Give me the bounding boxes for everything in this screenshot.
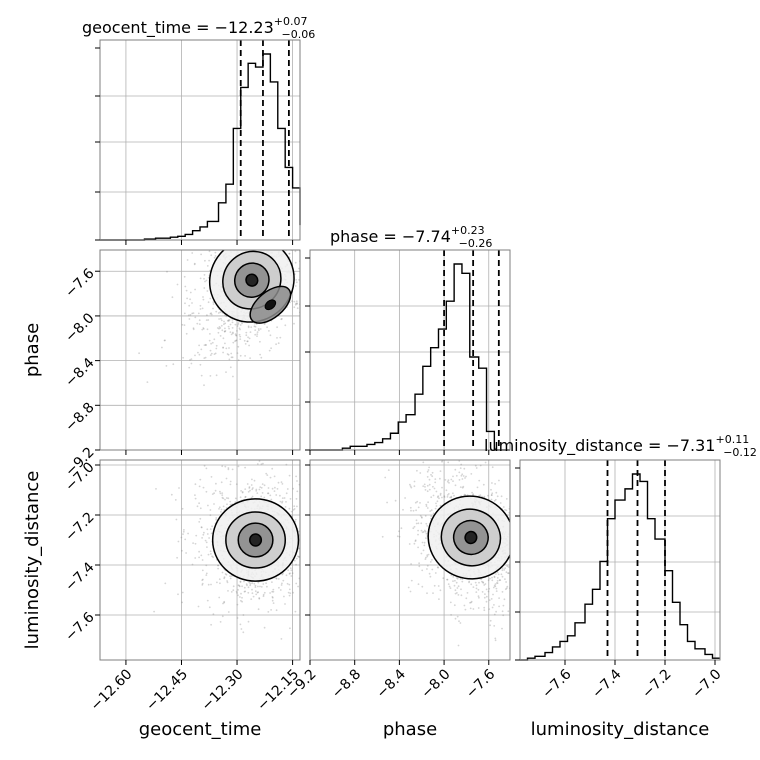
title-geocent-time-plus: +0.07 — [274, 15, 308, 28]
panel-geocent-time-luminosity-distance-frame — [99, 459, 301, 661]
x-tick-label-luminosity-distance-2: −7.2 — [639, 666, 674, 701]
y-tick-label-phase-3: −8.0 — [62, 310, 97, 345]
contour-geocent-time-luminosity-distance-3 — [249, 533, 263, 547]
panel-phase-phase-frame — [309, 249, 511, 451]
panel-geocent-time-geocent-time-frame — [99, 39, 301, 241]
histogram-geocent-time — [100, 53, 301, 241]
joint-panel-geocent-time-phase — [138, 250, 300, 401]
joint-panel-phase-luminosity-distance — [381, 460, 510, 647]
y-axis-label-phase: phase — [22, 323, 43, 377]
x-tick-label-geocent-time-1: −12.45 — [143, 666, 191, 714]
y-tick-label-luminosity-distance-1: −7.4 — [62, 559, 97, 594]
title-phase-value: phase = −7.74 — [330, 227, 451, 246]
x-tick-label-phase-3: −8.0 — [418, 666, 453, 701]
title-luminosity-distance: luminosity_distance = −7.31+0.11 −0.12 — [484, 433, 757, 459]
x-axis-label-geocent-time: geocent_time — [139, 719, 262, 740]
y-axis-label-luminosity-distance: luminosity_distance — [22, 471, 43, 650]
x-tick-label-luminosity-distance-0: −7.6 — [539, 666, 574, 701]
title-phase: phase = −7.74+0.23 −0.26 — [330, 224, 492, 250]
grid-layer — [100, 40, 720, 660]
x-tick-label-phase-1: −8.8 — [329, 666, 364, 701]
x-tick-label-geocent-time-2: −12.30 — [199, 666, 247, 714]
x-tick-label-phase-2: −8.4 — [374, 666, 409, 701]
axes-layer: −12.60 −12.45 −12.30 −12.15−9.2 −8.8 −8.4 −8.0… — [62, 39, 725, 714]
contour-geocent-time-phase-secondary-core — [264, 299, 277, 311]
x-tick-label-luminosity-distance-3: −7.0 — [689, 666, 724, 701]
title-geocent-time: geocent_time = −12.23+0.07 −0.06 — [82, 15, 315, 41]
x-tick-label-phase-4: −7.6 — [463, 666, 498, 701]
joint-panel-geocent-time-luminosity-distance — [153, 460, 300, 640]
title-luminosity-distance-minus: −0.12 — [723, 446, 757, 459]
y-tick-label-phase-2: −8.4 — [62, 355, 97, 390]
y-tick-label-phase-4: −7.6 — [62, 266, 97, 301]
title-luminosity-distance-plus: +0.11 — [715, 433, 749, 446]
x-tick-label-luminosity-distance-1: −7.4 — [589, 666, 624, 701]
title-phase-plus: +0.23 — [451, 224, 485, 237]
y-tick-label-luminosity-distance-0: −7.6 — [62, 609, 97, 644]
x-axis-label-phase: phase — [383, 719, 437, 740]
x-tick-label-geocent-time-0: −12.60 — [88, 666, 136, 714]
title-luminosity-distance-value: luminosity_distance = −7.31 — [484, 436, 715, 456]
title-phase-minus: −0.26 — [459, 237, 493, 250]
histogram-layer — [100, 40, 720, 661]
contour-phase-luminosity-distance-3 — [464, 530, 478, 545]
title-geocent-time-minus: −0.06 — [282, 28, 316, 41]
y-tick-label-phase-1: −8.8 — [62, 400, 97, 435]
joint-density-layer — [138, 250, 510, 647]
histogram-phase — [310, 263, 510, 451]
title-geocent-time-value: geocent_time = −12.23 — [82, 18, 274, 38]
histogram-luminosity-distance — [520, 473, 720, 661]
y-tick-label-luminosity-distance-2: −7.2 — [62, 509, 97, 544]
panel-phase-luminosity-distance-frame — [309, 459, 511, 661]
contour-geocent-time-phase-3 — [245, 273, 259, 287]
x-axis-label-luminosity-distance: luminosity_distance — [531, 719, 710, 740]
panel-luminosity-distance-luminosity-distance-frame — [519, 459, 721, 661]
panel-geocent-time-phase-frame — [99, 249, 301, 451]
